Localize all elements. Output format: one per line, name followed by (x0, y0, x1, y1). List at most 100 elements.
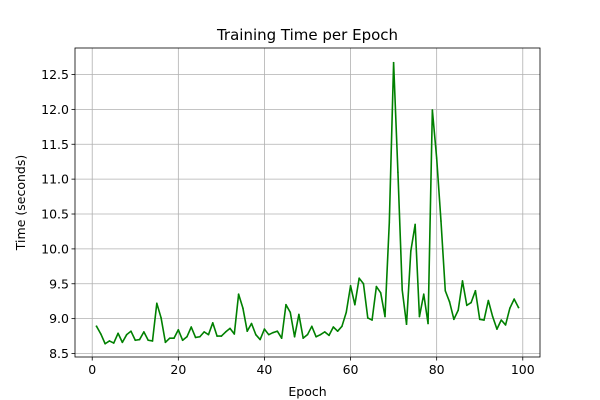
data-point (121, 341, 124, 344)
data-point (392, 61, 395, 64)
data-point (375, 285, 378, 288)
data-point (285, 303, 287, 306)
data-point (384, 315, 386, 318)
data-point (267, 333, 270, 336)
data-point (504, 324, 507, 326)
data-point (435, 157, 438, 160)
data-point (138, 338, 141, 341)
data-point (427, 322, 429, 325)
data-point (233, 333, 236, 335)
y-tick-label: 12.0 (41, 102, 69, 117)
y-tick-label: 12.5 (41, 67, 69, 82)
data-point (315, 335, 317, 338)
data-point (156, 302, 158, 305)
data-point (112, 342, 115, 344)
data-point (496, 328, 498, 330)
data-point (224, 331, 227, 333)
data-point (440, 220, 442, 222)
data-point (143, 331, 145, 333)
x-axis-label: Epoch (288, 384, 326, 399)
data-point (306, 333, 309, 336)
data-point (483, 319, 485, 321)
y-tick-label: 10.5 (41, 207, 69, 222)
data-point (401, 289, 404, 291)
data-point (242, 307, 244, 309)
data-point (104, 342, 106, 345)
y-tick-label: 8.5 (49, 346, 69, 361)
data-point (211, 322, 214, 324)
data-point (199, 335, 201, 338)
x-tick-label: 40 (256, 362, 272, 377)
data-point (517, 306, 520, 309)
data-point (474, 289, 477, 292)
series-layer (95, 61, 520, 345)
data-point (190, 326, 193, 328)
data-point (332, 326, 335, 328)
data-point (207, 333, 210, 336)
data-point (168, 337, 171, 339)
y-tick-label: 11.5 (41, 137, 69, 152)
x-tick-label: 100 (511, 362, 535, 377)
data-point (397, 171, 399, 173)
data-point (255, 333, 257, 336)
y-axis-label: Time (seconds) (13, 155, 28, 251)
series-line (95, 61, 520, 345)
data-point (293, 335, 296, 338)
data-point (186, 335, 188, 338)
data-point (100, 333, 102, 335)
data-point (311, 325, 313, 328)
data-point (181, 339, 184, 342)
data-point (500, 319, 503, 321)
data-point (272, 331, 274, 334)
data-point (418, 315, 421, 318)
data-point (466, 304, 468, 307)
data-point (237, 293, 240, 296)
x-tick-label: 0 (88, 362, 96, 377)
data-point (457, 309, 459, 312)
data-point (444, 289, 447, 292)
data-point (220, 335, 223, 337)
data-point (319, 333, 322, 336)
data-point (513, 298, 515, 300)
data-point (491, 315, 494, 318)
data-point (151, 340, 154, 342)
data-point (358, 277, 360, 279)
x-tick-label: 20 (170, 362, 186, 377)
data-point (388, 221, 391, 224)
y-tick-label: 10.0 (41, 241, 69, 256)
data-point (354, 303, 356, 306)
data-point (203, 331, 205, 333)
data-point (276, 330, 279, 332)
data-point (259, 338, 261, 341)
data-point (448, 301, 451, 303)
data-point (422, 293, 425, 296)
y-tick-label: 9.5 (49, 276, 69, 291)
data-point (289, 311, 292, 314)
data-point (453, 318, 455, 321)
x-tick-label: 60 (343, 362, 359, 377)
y-tick-label: 11.0 (41, 172, 69, 187)
data-point (461, 280, 464, 282)
data-point (328, 334, 330, 337)
data-point (405, 323, 408, 326)
data-point (280, 337, 283, 339)
grid-lines (75, 48, 540, 357)
data-point (478, 318, 481, 321)
data-point (487, 299, 490, 302)
data-point (108, 340, 111, 342)
data-point (164, 341, 167, 344)
data-point (130, 330, 132, 332)
data-point (323, 331, 326, 333)
x-tick-label: 80 (429, 362, 445, 377)
data-point (410, 250, 412, 252)
data-point (371, 319, 373, 321)
data-point (229, 327, 231, 330)
data-point (345, 311, 348, 314)
chart-title: Training Time per Epoch (216, 26, 398, 44)
data-point (147, 339, 149, 342)
plot-frame (74, 47, 541, 358)
data-point (125, 333, 128, 336)
data-point (194, 336, 197, 339)
